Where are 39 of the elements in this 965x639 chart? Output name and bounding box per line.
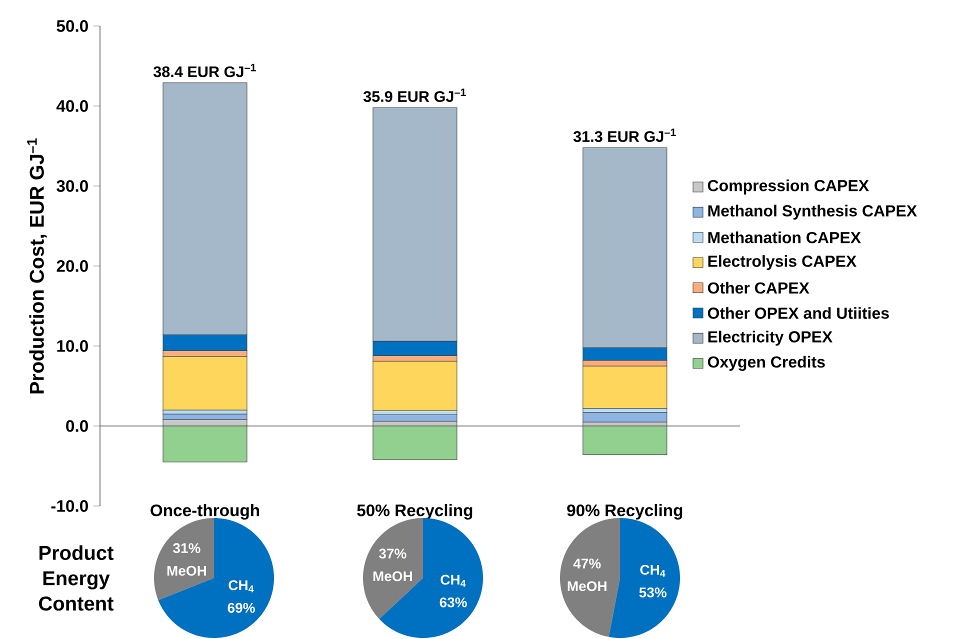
y-tick-label: 10.0 [57,340,88,352]
y-tick-label: 30.0 [56,180,88,192]
y-tick-label: 50.0 [56,20,88,32]
slice-label: MeOH [167,566,206,576]
bar [582,412,668,422]
y-tick-label: 40.0 [56,100,88,112]
legend-label: Electrolysis CAPEX [708,255,857,270]
data-label: 31% [173,543,200,554]
y-axis-title: Production Cost, EUR GJ$^{–1}$ [27,138,47,394]
data-label: 47% [573,558,601,568]
legend-label: Other CAPEX [708,282,810,294]
legend-label: Compression CAPEX [708,180,869,194]
total-label: 31.3 EUR GJ$^{–1}$ [573,128,676,142]
x-tick-label: 50% Recycling [357,504,472,520]
y-tick-label: 0.0 [66,420,88,432]
y-tick-label: 20.0 [56,260,88,272]
legend-label: Methanation CAPEX [708,232,861,244]
bar [372,426,458,460]
slice-label: MeOH [373,571,412,582]
legend-label: Other OPEX and Utiities [708,307,889,319]
text: Product Energy Content [39,545,114,611]
bar [372,414,458,422]
x-tick-label: Once-through [150,504,260,520]
total-label: 35.9 EUR GJ$^{–1}$ [363,88,466,102]
y-tick-label: -10.0 [51,500,88,512]
data-label: 53% [639,587,667,598]
x-tick-label: 90% Recycling [567,504,682,520]
slice-label: MeOH [568,581,606,592]
slice-label: CH$_{4}$ [440,574,466,587]
legend-label: Electricity OPEX [708,330,833,346]
slice-label: CH$_{4}$ [228,580,254,592]
total-label: 38.4 EUR GJ$^{–1}$ [153,64,256,78]
data-label: 63% [440,597,467,608]
bar [582,426,668,456]
legend-label: Oxygen Credits [708,356,825,371]
data-label: 37% [379,548,406,559]
data-label: 69% [228,602,255,613]
slice-label: CH$_{4}$ [640,564,666,577]
legend-label: Methanol Synthesis CAPEX [708,204,917,220]
